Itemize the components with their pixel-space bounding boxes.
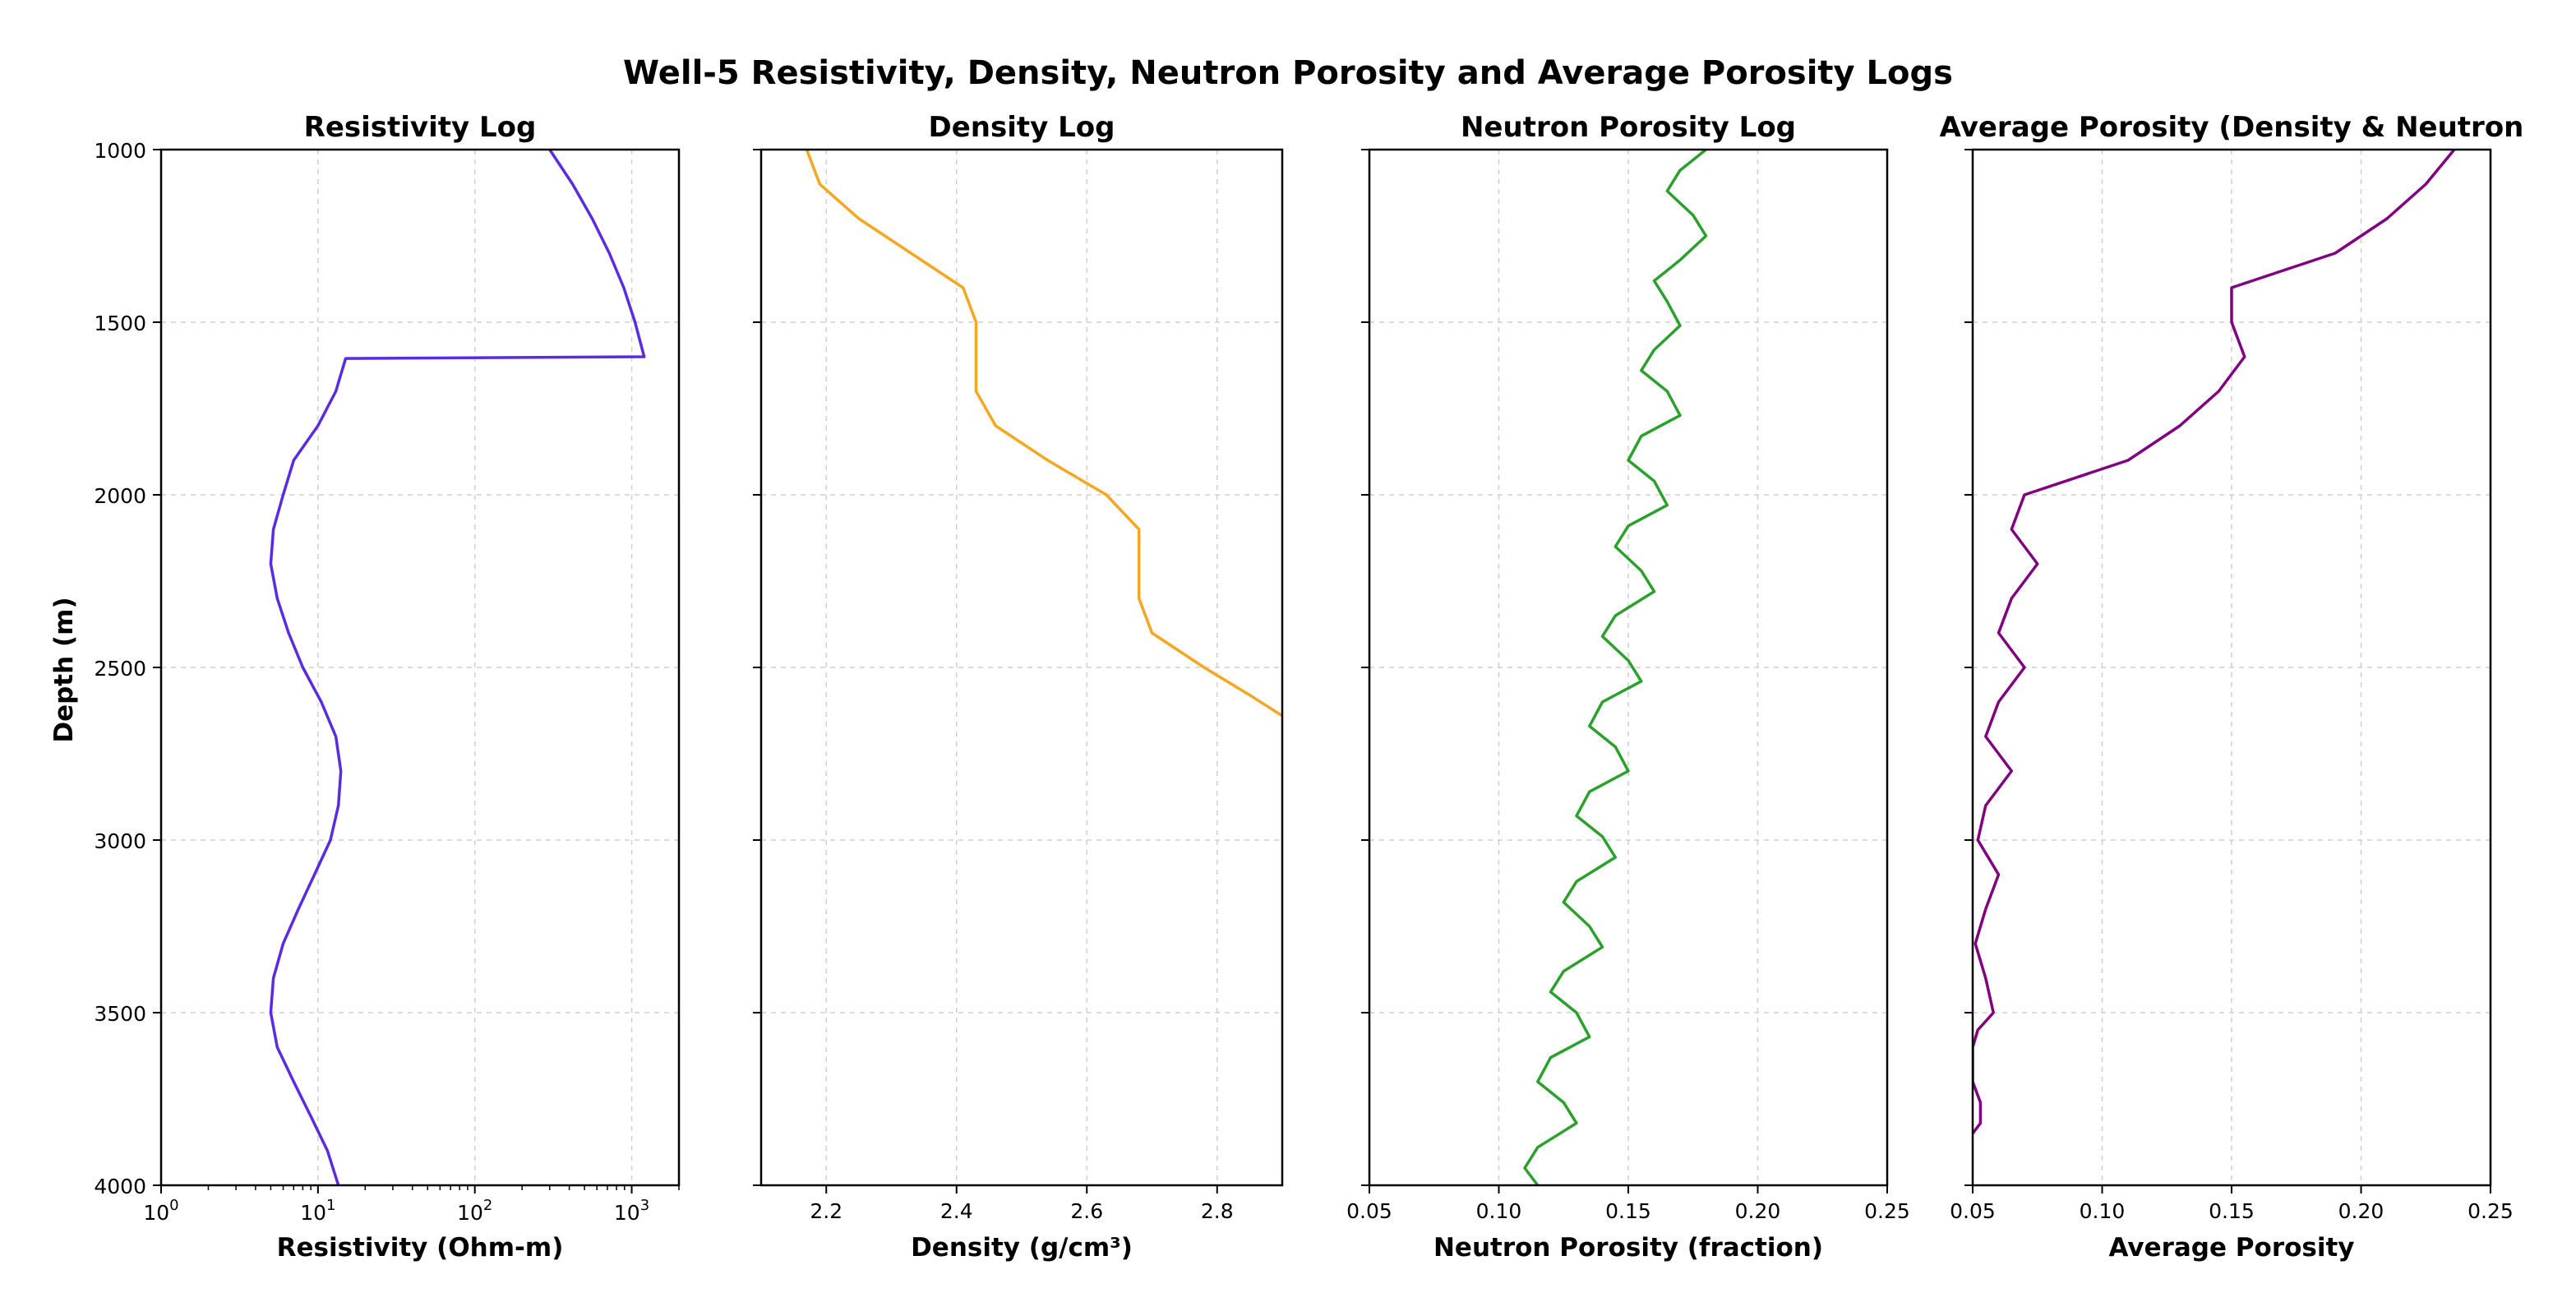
panel-1-x-tick-label: 103 bbox=[614, 1197, 649, 1225]
panel-4-title: Average Porosity (Density & Neutron bbox=[1940, 111, 2524, 144]
panel-4-x-tick-label: 0.10 bbox=[2080, 1199, 2126, 1223]
panel-3-x-axis-label: Neutron Porosity (fraction) bbox=[1433, 1233, 1823, 1263]
y-tick-label: 3500 bbox=[94, 1002, 146, 1026]
panel-2-x-tick-label: 2.6 bbox=[1070, 1199, 1103, 1223]
panel-3-x-tick-label: 0.10 bbox=[1476, 1199, 1522, 1223]
panel-1-title: Resistivity Log bbox=[304, 111, 537, 144]
panel-2-x-axis-label: Density (g/cm³) bbox=[911, 1233, 1133, 1263]
panel-2-axes-frame bbox=[759, 148, 1284, 1187]
panel-2-series-line bbox=[805, 150, 1282, 718]
panel-2-x-tick-label: 2.8 bbox=[1201, 1199, 1234, 1223]
y-tick-label: 2500 bbox=[94, 657, 146, 681]
y-tick-label: 4000 bbox=[94, 1175, 146, 1198]
panel-2-title: Density Log bbox=[929, 111, 1115, 144]
panel-2-x-tick-label: 2.2 bbox=[810, 1199, 843, 1223]
panel-4-x-tick-label: 0.15 bbox=[2209, 1199, 2255, 1223]
panel-1-x-tick-label: 102 bbox=[457, 1197, 492, 1225]
y-tick-label: 1500 bbox=[94, 312, 146, 335]
panel-1-x-tick-label: 101 bbox=[300, 1197, 335, 1225]
y-tick-label: 3000 bbox=[94, 829, 146, 853]
panel-1-x-axis-label: Resistivity (Ohm-m) bbox=[277, 1233, 564, 1263]
panel-4-x-tick-label: 0.25 bbox=[2468, 1199, 2514, 1223]
panel-4-x-tick-label: 0.20 bbox=[2338, 1199, 2384, 1223]
panel-2-x-tick-label: 2.4 bbox=[940, 1199, 973, 1223]
panel-4-series-line bbox=[1973, 150, 2456, 1135]
panel-1-x-tick-label: 100 bbox=[143, 1197, 178, 1225]
panel-3-title: Neutron Porosity Log bbox=[1461, 111, 1796, 144]
panel-2: Density Log 2.2 2.4 2.6 2.8 Density (g/cm³) bbox=[753, 111, 1284, 1263]
panel-1: Resistivity Log 1000 1500 2000 2500 3000 3500 4… bbox=[94, 111, 681, 1263]
tick-exponent: 2 bbox=[483, 1197, 492, 1214]
panel-4-x-tick-label: 0.05 bbox=[1950, 1199, 1996, 1223]
panel-3-x-tick-label: 0.05 bbox=[1346, 1199, 1392, 1223]
panel-4: Average Porosity (Density & Neutron 0.05 0… bbox=[1940, 111, 2524, 1263]
panel-3-x-tick-label: 0.20 bbox=[1735, 1199, 1781, 1223]
panel-4-axes-frame bbox=[1971, 148, 2492, 1187]
panel-1-series-line bbox=[269, 150, 646, 1185]
tick-base: 10 bbox=[300, 1201, 326, 1225]
figure-y-axis-label: Depth (m) bbox=[49, 597, 79, 742]
tick-base: 10 bbox=[143, 1201, 169, 1225]
figure-suptitle: Well-5 Resistivity, Density, Neutron Por… bbox=[623, 54, 1953, 92]
panel-3-x-tick-label: 0.25 bbox=[1864, 1199, 1910, 1223]
panel-3-series-line bbox=[1523, 150, 1708, 1185]
y-tick-label: 2000 bbox=[94, 484, 146, 508]
y-tick-label: 1000 bbox=[94, 139, 146, 163]
panel-3-x-tick-label: 0.15 bbox=[1605, 1199, 1651, 1223]
panel-4-x-axis-label: Average Porosity bbox=[2108, 1233, 2354, 1263]
tick-exponent: 1 bbox=[326, 1197, 335, 1214]
panel-3: Neutron Porosity Log 0.05 0.10 0.15 0.20 0.25… bbox=[1346, 111, 1910, 1263]
panel-1-axes-frame bbox=[159, 148, 681, 1187]
panel-3-axes-frame bbox=[1368, 148, 1889, 1187]
tick-exponent: 0 bbox=[169, 1197, 178, 1214]
tick-base: 10 bbox=[614, 1201, 640, 1225]
tick-base: 10 bbox=[457, 1201, 483, 1225]
tick-exponent: 3 bbox=[640, 1197, 649, 1214]
panels-group: Resistivity Log 1000 1500 2000 2500 3000 3500 4… bbox=[94, 111, 2523, 1263]
